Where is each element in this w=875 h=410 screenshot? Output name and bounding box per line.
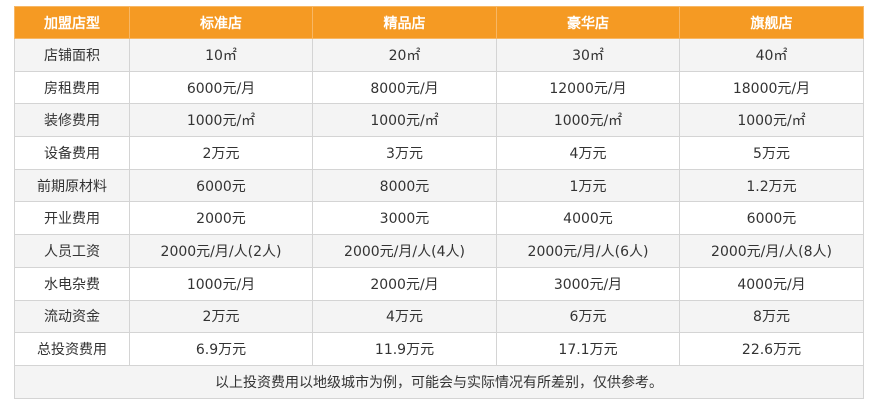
table-cell: 8万元 (679, 299, 864, 334)
investment-table: 加盟店型 标准店 精品店 豪华店 旗舰店 店铺面积 10㎡ 20㎡ 30㎡ 40… (14, 6, 864, 399)
table-cell: 2000元/月/人(8人) (679, 234, 864, 268)
header-cell-flagship: 旗舰店 (679, 6, 864, 39)
table-cell: 30㎡ (496, 38, 680, 72)
table-cell: 5万元 (679, 136, 864, 170)
header-cell-luxury: 豪华店 (496, 6, 680, 39)
table-header: 加盟店型 标准店 精品店 豪华店 旗舰店 (14, 6, 864, 39)
table-row: 装修费用 1000元/㎡ 1000元/㎡ 1000元/㎡ 1000元/㎡ (14, 103, 864, 138)
table-row: 房租费用 6000元/月 8000元/月 12000元/月 18000元/月 (14, 70, 864, 105)
table-row: 人员工资 2000元/月/人(2人) 2000元/月/人(4人) 2000元/月… (14, 234, 864, 268)
table-cell: 1万元 (496, 168, 680, 203)
table-cell: 1000元/㎡ (496, 103, 680, 138)
table-cell: 12000元/月 (496, 70, 680, 105)
row-label: 人员工资 (14, 234, 130, 268)
table-row: 前期原材料 6000元 8000元 1万元 1.2万元 (14, 168, 864, 203)
table-cell: 2000元/月/人(6人) (496, 234, 680, 268)
row-label: 装修费用 (14, 103, 130, 138)
row-label: 前期原材料 (14, 168, 130, 203)
table-cell: 4万元 (312, 299, 497, 334)
table-cell: 2万元 (129, 136, 313, 170)
table-note: 以上投资费用以地级城市为例，可能会与实际情况有所差别，仅供参考。 (14, 364, 864, 399)
row-label: 总投资费用 (14, 332, 130, 366)
table-cell: 20㎡ (312, 38, 497, 72)
table-cell: 18000元/月 (679, 70, 864, 105)
table-cell: 1000元/月 (129, 266, 313, 301)
table-row: 总投资费用 6.9万元 11.9万元 17.1万元 22.6万元 (14, 332, 864, 366)
table-row: 店铺面积 10㎡ 20㎡ 30㎡ 40㎡ (14, 38, 864, 72)
table-cell: 8000元/月 (312, 70, 497, 105)
row-label: 流动资金 (14, 299, 130, 334)
row-label: 房租费用 (14, 70, 130, 105)
note-row: 以上投资费用以地级城市为例，可能会与实际情况有所差别，仅供参考。 (14, 364, 864, 399)
table-cell: 2000元/月 (312, 266, 497, 301)
table-cell: 4万元 (496, 136, 680, 170)
table-cell: 17.1万元 (496, 332, 680, 366)
table-row: 开业费用 2000元 3000元 4000元 6000元 (14, 201, 864, 236)
table-cell: 22.6万元 (679, 332, 864, 366)
row-label: 水电杂费 (14, 266, 130, 301)
table-cell: 4000元 (496, 201, 680, 236)
table-cell: 1000元/㎡ (679, 103, 864, 138)
header-cell-standard: 标准店 (129, 6, 313, 39)
table-cell: 6000元 (129, 168, 313, 203)
table-cell: 2000元/月/人(4人) (312, 234, 497, 268)
table-cell: 8000元 (312, 168, 497, 203)
investment-table-container: 加盟店型 标准店 精品店 豪华店 旗舰店 店铺面积 10㎡ 20㎡ 30㎡ 40… (14, 6, 864, 399)
table-row: 流动资金 2万元 4万元 6万元 8万元 (14, 299, 864, 334)
row-label: 店铺面积 (14, 38, 130, 72)
table-cell: 4000元/月 (679, 266, 864, 301)
table-cell: 1000元/㎡ (312, 103, 497, 138)
table-cell: 6万元 (496, 299, 680, 334)
table-cell: 6000元 (679, 201, 864, 236)
header-cell-store-type: 加盟店型 (14, 6, 130, 39)
table-cell: 1.2万元 (679, 168, 864, 203)
row-label: 设备费用 (14, 136, 130, 170)
table-cell: 1000元/㎡ (129, 103, 313, 138)
table-row: 水电杂费 1000元/月 2000元/月 3000元/月 4000元/月 (14, 266, 864, 301)
table-cell: 3000元/月 (496, 266, 680, 301)
table-cell: 40㎡ (679, 38, 864, 72)
table-cell: 11.9万元 (312, 332, 497, 366)
table-cell: 6.9万元 (129, 332, 313, 366)
row-label: 开业费用 (14, 201, 130, 236)
table-cell: 2万元 (129, 299, 313, 334)
header-row: 加盟店型 标准店 精品店 豪华店 旗舰店 (14, 6, 864, 39)
header-cell-boutique: 精品店 (312, 6, 497, 39)
table-row: 设备费用 2万元 3万元 4万元 5万元 (14, 136, 864, 170)
table-cell: 3万元 (312, 136, 497, 170)
table-cell: 6000元/月 (129, 70, 313, 105)
table-cell: 2000元 (129, 201, 313, 236)
table-cell: 10㎡ (129, 38, 313, 72)
table-cell: 3000元 (312, 201, 497, 236)
table-cell: 2000元/月/人(2人) (129, 234, 313, 268)
table-body: 店铺面积 10㎡ 20㎡ 30㎡ 40㎡ 房租费用 6000元/月 8000元/… (14, 38, 864, 399)
